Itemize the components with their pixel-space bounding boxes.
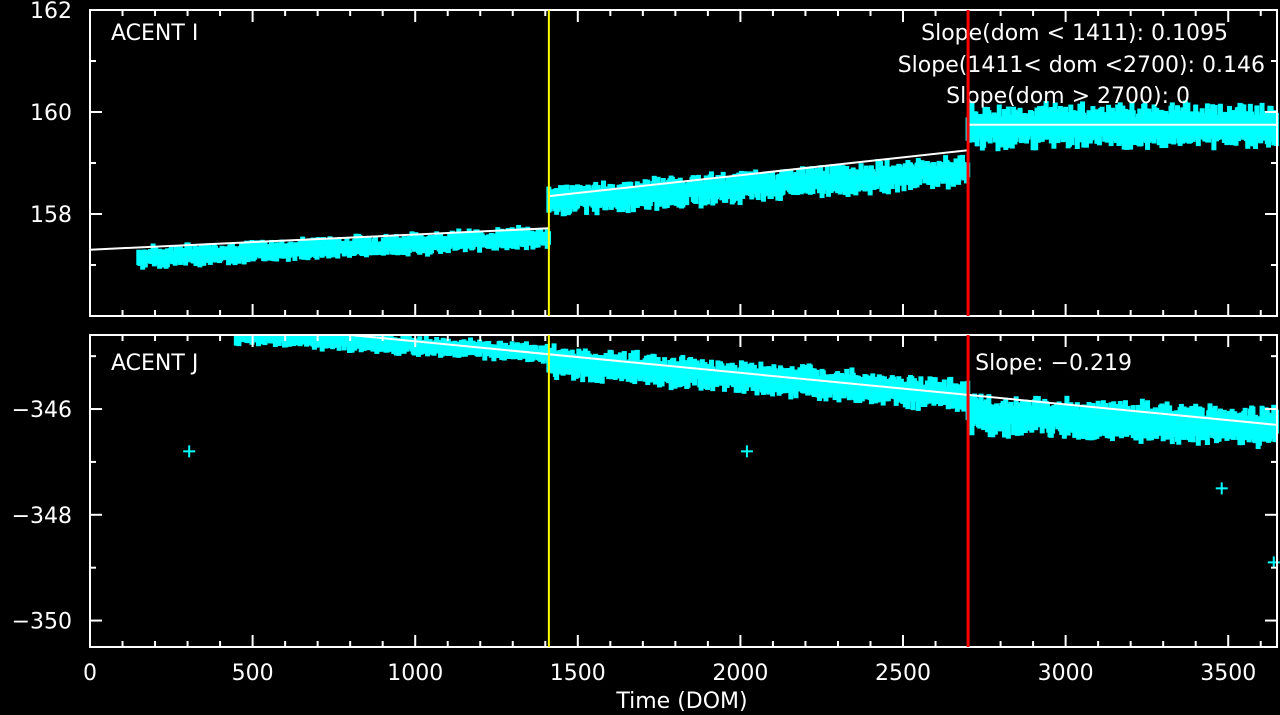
outlier-point: [740, 445, 753, 458]
fit-lines-acent-j: [350, 334, 1278, 426]
x-tick-label: 500: [232, 661, 274, 686]
panel-title-acent-j: ACENT J: [111, 351, 198, 376]
slope-annotation-1: Slope(dom < 1411): 0.1095: [921, 21, 1228, 46]
y-tick-label: −350: [12, 610, 72, 635]
outlier-point: [183, 445, 196, 458]
outlier-point: [1215, 482, 1228, 495]
x-axis-label: Time (DOM): [615, 689, 747, 714]
slope-annotation-j: Slope: −0.219: [975, 351, 1132, 376]
data-points-acent-j: [183, 335, 1280, 569]
data-points-acent-i: [136, 100, 1279, 270]
fit-line: [350, 334, 1278, 426]
fit-line: [89, 227, 549, 251]
panel-title-acent-i: ACENT I: [111, 21, 198, 46]
ticks-acent-i: 158 160 162: [30, 0, 1277, 317]
x-tick-label: 0: [83, 661, 97, 686]
x-tick-label: 1500: [550, 661, 606, 686]
x-tick-label: 3500: [1200, 661, 1256, 686]
y-tick-label: −348: [12, 504, 72, 529]
x-tick-label: 2000: [712, 661, 768, 686]
x-tick-labels: 0 500 1000 1500 2000 2500 3000 3500: [83, 661, 1256, 686]
x-tick-label: 1000: [387, 661, 443, 686]
fit-lines-acent-i: [89, 123, 1277, 251]
y-tick-label: 160: [30, 101, 72, 126]
x-tick-label: 3000: [1038, 661, 1094, 686]
y-tick-label: 162: [30, 0, 72, 24]
ticks-acent-j: −346 −348 −350: [12, 335, 1277, 647]
slope-annotation-3: Slope(dom > 2700): 0: [946, 84, 1190, 109]
event-lines: [547, 10, 970, 647]
slope-annotation-2: Slope(1411< dom <2700): 0.146: [898, 53, 1265, 78]
y-tick-label: −346: [12, 398, 72, 423]
x-tick-label: 2500: [875, 661, 931, 686]
plot-frame-acent-j: [89, 334, 1278, 648]
fit-line: [548, 149, 969, 198]
panel-acent-j: −346 −348 −350 ACENT J Slope: −0.219: [12, 334, 1280, 648]
y-tick-label: 158: [30, 203, 72, 228]
panel-acent-i: 158 160 162 ACENT I Slope(dom < 1411): 0.1…: [30, 0, 1279, 317]
